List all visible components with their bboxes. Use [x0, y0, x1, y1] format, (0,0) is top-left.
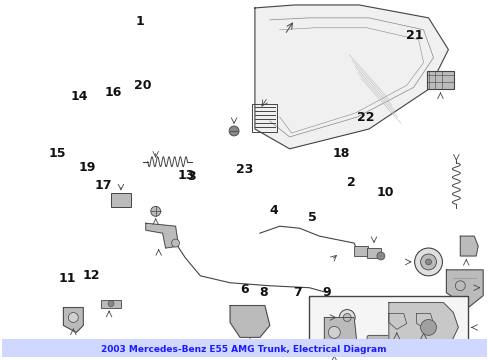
Polygon shape — [388, 314, 406, 329]
Polygon shape — [254, 5, 447, 149]
Text: 4: 4 — [269, 204, 277, 217]
Polygon shape — [145, 223, 178, 248]
Polygon shape — [63, 307, 83, 332]
Circle shape — [339, 310, 354, 325]
Polygon shape — [446, 270, 482, 307]
Text: 9: 9 — [322, 287, 330, 300]
Polygon shape — [324, 318, 356, 355]
Circle shape — [171, 239, 179, 247]
Circle shape — [327, 327, 340, 338]
Text: 22: 22 — [356, 111, 374, 124]
Polygon shape — [459, 236, 477, 256]
Text: 10: 10 — [376, 186, 393, 199]
Circle shape — [420, 319, 436, 336]
Text: 11: 11 — [59, 272, 76, 285]
Text: 15: 15 — [49, 147, 66, 160]
Text: 6: 6 — [240, 283, 248, 296]
Text: 14: 14 — [71, 90, 88, 103]
Bar — [2, 339, 486, 359]
Circle shape — [414, 248, 442, 276]
Circle shape — [343, 314, 350, 321]
Circle shape — [420, 254, 436, 270]
Text: 2: 2 — [346, 176, 355, 189]
Bar — [251, 104, 276, 132]
Polygon shape — [416, 314, 433, 329]
Text: 7: 7 — [293, 287, 302, 300]
Text: 19: 19 — [78, 161, 95, 174]
Text: 20: 20 — [134, 79, 151, 92]
FancyBboxPatch shape — [366, 336, 392, 360]
Circle shape — [68, 312, 78, 323]
Text: 8: 8 — [259, 287, 268, 300]
Text: 12: 12 — [83, 269, 100, 282]
Bar — [426, 71, 453, 89]
Circle shape — [425, 259, 430, 265]
Polygon shape — [230, 306, 269, 337]
Circle shape — [150, 206, 161, 216]
Circle shape — [229, 126, 239, 136]
Text: 18: 18 — [332, 147, 349, 160]
Text: 5: 5 — [307, 211, 316, 224]
Text: 13: 13 — [177, 168, 195, 181]
Text: 3: 3 — [186, 170, 195, 183]
Bar — [353, 246, 367, 256]
Bar — [309, 296, 468, 360]
Text: 21: 21 — [405, 29, 422, 42]
Text: 2003 Mercedes-Benz E55 AMG Trunk, Electrical Diagram: 2003 Mercedes-Benz E55 AMG Trunk, Electr… — [101, 345, 386, 354]
Circle shape — [372, 345, 386, 359]
Text: 17: 17 — [95, 179, 112, 192]
Text: 16: 16 — [104, 86, 122, 99]
Bar — [101, 300, 121, 307]
Bar — [366, 248, 380, 258]
Circle shape — [108, 301, 114, 307]
Circle shape — [376, 252, 384, 260]
Text: 23: 23 — [235, 163, 253, 176]
Text: 1: 1 — [136, 15, 144, 28]
Bar — [111, 193, 131, 207]
Polygon shape — [388, 303, 457, 360]
